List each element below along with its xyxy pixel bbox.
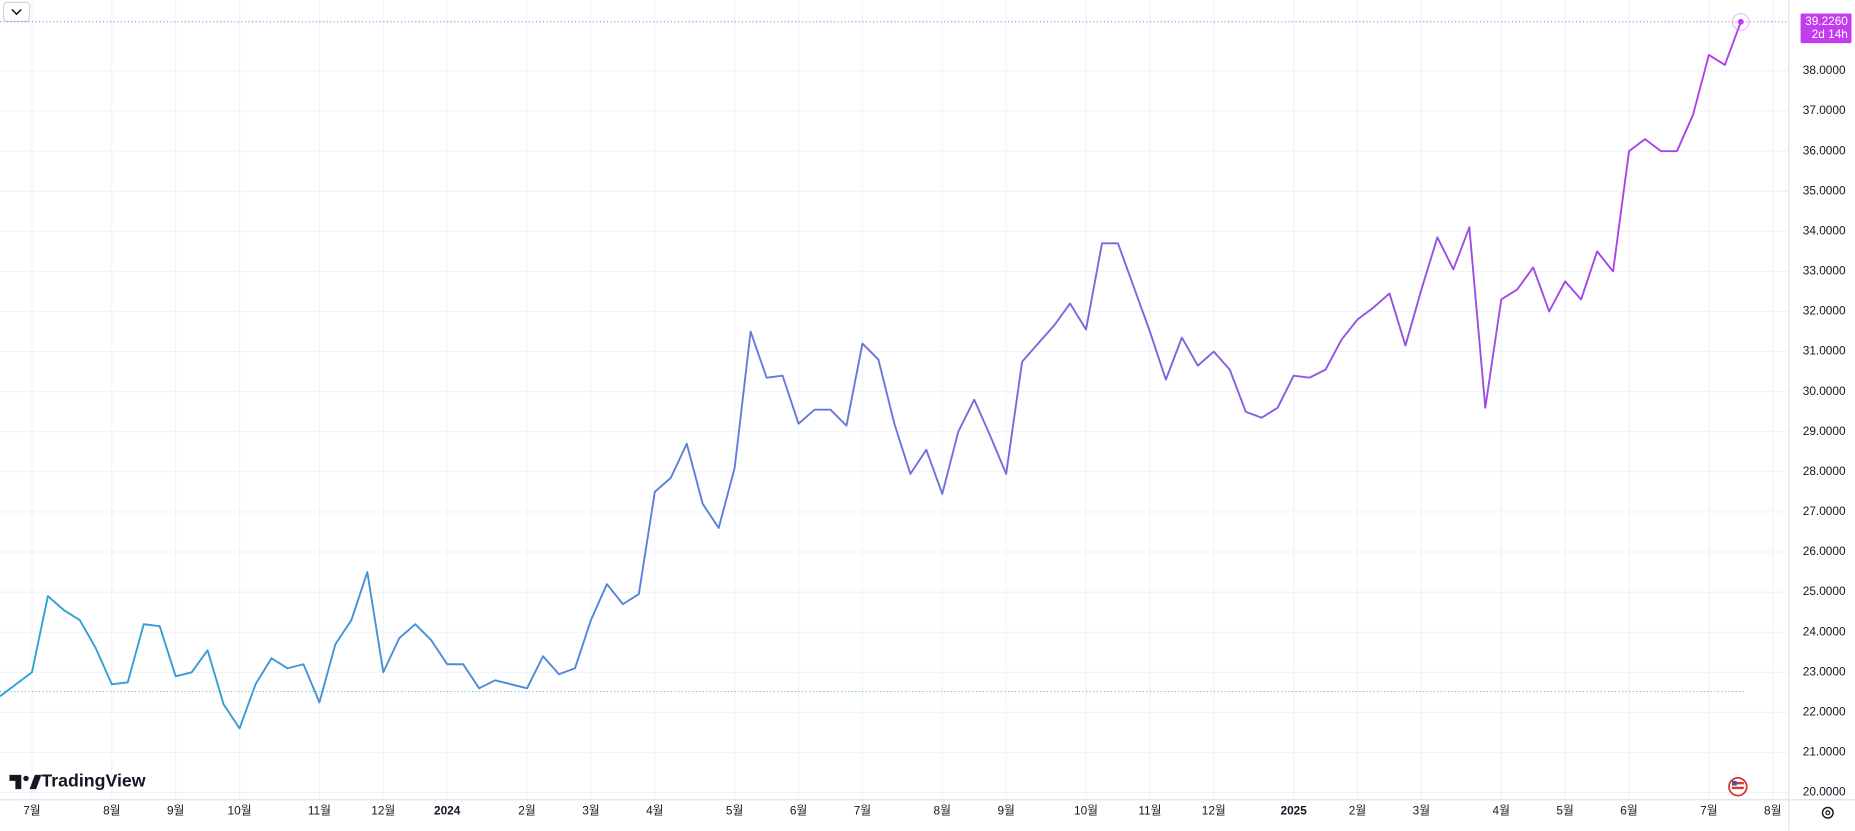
- y-tick-label: 23.0000: [1803, 664, 1846, 678]
- x-tick-label: 10월: [1074, 804, 1098, 818]
- countdown: 2d 14h: [1812, 27, 1848, 41]
- y-tick-label: 29.0000: [1803, 424, 1846, 438]
- x-tick-label: 11월: [308, 804, 331, 818]
- logo[interactable]: TradingView: [9, 771, 146, 791]
- chevron[interactable]: [11, 8, 22, 16]
- logo-dot[interactable]: [23, 775, 29, 782]
- x-tick-label: 8월: [1764, 804, 1781, 818]
- gear-inner[interactable]: [1825, 810, 1831, 816]
- y-tick-label: 25.0000: [1803, 584, 1846, 598]
- x-tick-label: 4월: [1493, 804, 1510, 818]
- x-tick-label: 5월: [726, 804, 743, 818]
- x-tick-label: 7월: [1700, 804, 1717, 818]
- menu-button-box[interactable]: [2, 1, 31, 22]
- x-tick-label: 6월: [1620, 804, 1637, 818]
- flag-canton[interactable]: [1731, 780, 1737, 786]
- x-tick-label: 12월: [1202, 804, 1226, 818]
- y-tick-label: 36.0000: [1803, 143, 1846, 157]
- logo-text[interactable]: TradingView: [41, 771, 145, 791]
- y-tick-label: 22.0000: [1803, 704, 1846, 718]
- x-tick-label: 9월: [167, 804, 184, 818]
- logo-slash[interactable]: [29, 774, 42, 790]
- x-tick-label: 2월: [518, 804, 535, 818]
- y-tick-label: 26.0000: [1803, 544, 1846, 558]
- y-tick-label: 35.0000: [1803, 183, 1846, 197]
- y-tick-label: 27.0000: [1803, 504, 1846, 518]
- price-line: [0, 21, 1742, 730]
- y-tick-label: 38.0000: [1803, 63, 1846, 77]
- logo-mark[interactable]: [9, 774, 22, 790]
- flag-stripe[interactable]: [1731, 786, 1744, 790]
- x-tick-label: 3월: [1413, 804, 1430, 818]
- y-tick-label: 37.0000: [1803, 103, 1846, 117]
- y-tick-label: 24.0000: [1803, 624, 1846, 638]
- y-tick-label: 33.0000: [1803, 264, 1846, 278]
- x-tick-label: 12월: [371, 804, 395, 818]
- last-price-dot: [1737, 18, 1744, 25]
- x-tick-label: 7월: [23, 804, 40, 818]
- x-tick-label: 5월: [1556, 804, 1573, 818]
- x-tick-label: 3월: [582, 804, 599, 818]
- x-tick-label: 6월: [790, 804, 807, 818]
- x-tick-label: 10월: [228, 804, 252, 818]
- settings-gear[interactable]: [1821, 806, 1834, 819]
- gear-outer[interactable]: [1821, 806, 1834, 819]
- y-tick-label: 32.0000: [1803, 304, 1846, 318]
- x-tick-label: 2025: [1280, 804, 1307, 818]
- x-tick-label: 8월: [934, 804, 951, 818]
- y-tick-label: 20.0000: [1803, 785, 1846, 799]
- x-tick-label: 2월: [1349, 804, 1366, 818]
- last-price-halo: [1731, 12, 1750, 31]
- y-tick-label: 31.0000: [1803, 344, 1846, 358]
- y-tick-label: 30.0000: [1803, 384, 1846, 398]
- flag-stripe[interactable]: [1731, 782, 1744, 785]
- x-tick-label: 8월: [103, 804, 120, 818]
- menu-button[interactable]: [2, 1, 31, 22]
- y-tick-label: 21.0000: [1803, 745, 1846, 759]
- y-tick-label: 34.0000: [1803, 223, 1846, 237]
- x-tick-label: 11월: [1138, 804, 1161, 818]
- y-tick-label: 28.0000: [1803, 464, 1846, 478]
- price-label: 39.2260: [1805, 14, 1848, 28]
- x-tick-label: 7월: [854, 804, 871, 818]
- x-tick-label: 4월: [646, 804, 663, 818]
- price-label-box: [1800, 13, 1852, 44]
- flag-icon[interactable]: [1728, 776, 1748, 797]
- x-tick-label: 2024: [434, 804, 461, 818]
- x-tick-label: 9월: [997, 804, 1014, 818]
